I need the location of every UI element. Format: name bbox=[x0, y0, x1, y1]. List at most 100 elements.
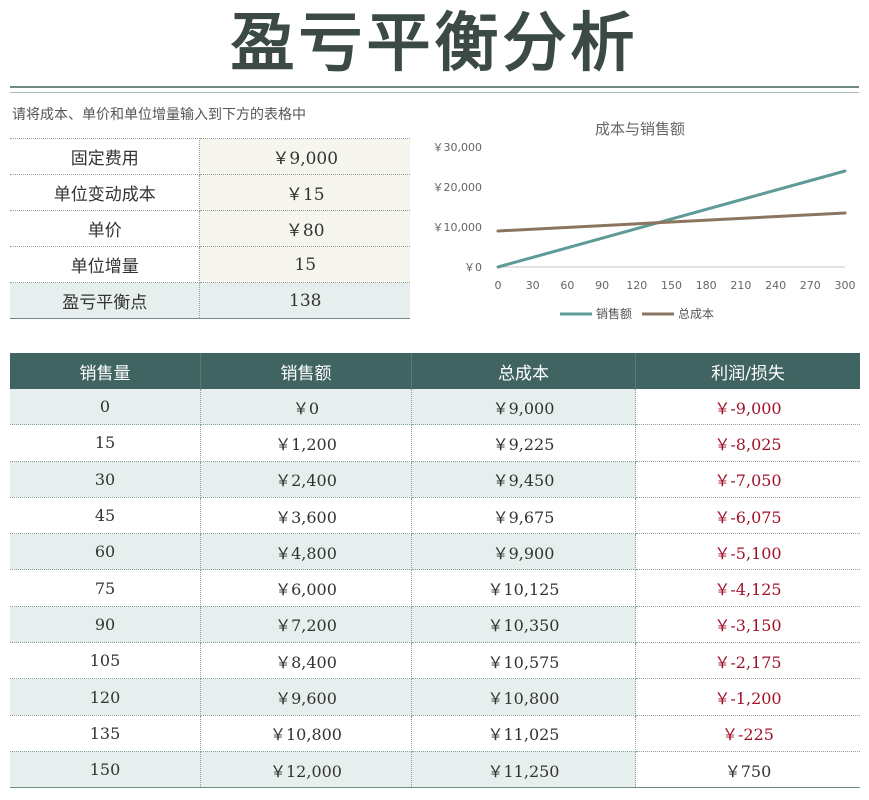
chart-title: 成本与销售额 bbox=[595, 120, 685, 138]
table-row: 45 ￥3,600 ￥9,675 ￥-6,075 bbox=[10, 497, 860, 535]
instruction-text: 请将成本、单价和单位增量输入到下方的表格中 bbox=[12, 107, 306, 123]
unit-price-input[interactable]: ￥80 bbox=[199, 210, 410, 247]
cell-sales-revenue: ￥1,200 bbox=[200, 424, 412, 462]
cell-sales-revenue: ￥4,800 bbox=[200, 533, 412, 571]
cost-sales-chart: 成本与销售额 ￥0 ￥10,000 ￥20,000 ￥30,000 0 30 60 90 120 1… bbox=[420, 110, 860, 335]
cell-total-cost: ￥9,675 bbox=[411, 497, 636, 535]
header-total-cost: 总成本 bbox=[411, 353, 636, 389]
page-title: 盈亏平衡分析 bbox=[230, 6, 639, 81]
x-tick-label: 300 bbox=[835, 279, 856, 292]
cell-sales-revenue: ￥7,200 bbox=[200, 606, 412, 644]
cell-sales-revenue: ￥12,000 bbox=[200, 751, 412, 789]
cell-sales-revenue: ￥0 bbox=[200, 389, 412, 426]
title-divider-thin bbox=[10, 92, 859, 93]
cell-profit-loss: ￥-3,150 bbox=[635, 606, 860, 644]
header-sales-volume: 销售量 bbox=[10, 353, 201, 389]
table-header-row: 销售量 销售额 总成本 利润/损失 bbox=[10, 353, 860, 389]
table-row: 120 ￥9,600 ￥10,800 ￥-1,200 bbox=[10, 678, 860, 716]
input-table: 固定费用 ￥9,000 单位变动成本 ￥15 单价 ￥80 单位增量 15 盈亏… bbox=[10, 138, 410, 319]
x-tick-label: 120 bbox=[626, 279, 647, 292]
x-tick-label: 90 bbox=[595, 279, 609, 292]
y-tick-label: ￥10,000 bbox=[433, 221, 483, 234]
unit-increment-input[interactable]: 15 bbox=[199, 246, 410, 283]
table-row: 0 ￥0 ￥9,000 ￥-9,000 bbox=[10, 389, 860, 426]
y-tick-label: ￥0 bbox=[464, 261, 482, 274]
table-row: 75 ￥6,000 ￥10,125 ￥-4,125 bbox=[10, 569, 860, 607]
cell-sales-volume: 90 bbox=[10, 606, 201, 644]
cell-total-cost: ￥9,000 bbox=[411, 389, 636, 426]
header-sales-revenue: 销售额 bbox=[200, 353, 412, 389]
cell-sales-volume: 60 bbox=[10, 533, 201, 571]
cell-profit-loss: ￥-5,100 bbox=[635, 533, 860, 571]
x-tick-label: 30 bbox=[526, 279, 540, 292]
cell-total-cost: ￥11,025 bbox=[411, 715, 636, 752]
x-tick-label: 60 bbox=[560, 279, 574, 292]
cell-profit-loss: ￥-225 bbox=[635, 715, 860, 752]
x-tick-label: 270 bbox=[800, 279, 821, 292]
cell-profit-loss: ￥-1,200 bbox=[635, 678, 860, 716]
cell-sales-volume: 45 bbox=[10, 497, 201, 535]
cell-profit-loss: ￥-4,125 bbox=[635, 569, 860, 607]
input-row-unit-increment: 单位增量 15 bbox=[10, 246, 410, 283]
table-row: 15 ￥1,200 ￥9,225 ￥-8,025 bbox=[10, 424, 860, 462]
cell-profit-loss: ￥-6,075 bbox=[635, 497, 860, 535]
cell-sales-revenue: ￥10,800 bbox=[200, 715, 412, 752]
unit-variable-cost-label: 单位变动成本 bbox=[10, 174, 201, 211]
input-row-fixed-cost: 固定费用 ￥9,000 bbox=[10, 138, 410, 175]
y-tick-label: ￥30,000 bbox=[433, 141, 483, 154]
x-tick-label: 240 bbox=[765, 279, 786, 292]
title-divider bbox=[10, 86, 859, 88]
cell-sales-revenue: ￥9,600 bbox=[200, 678, 412, 716]
cell-total-cost: ￥10,575 bbox=[411, 642, 636, 680]
cell-sales-volume: 150 bbox=[10, 751, 201, 789]
fixed-cost-label: 固定费用 bbox=[10, 138, 201, 175]
cell-total-cost: ￥9,450 bbox=[411, 461, 636, 498]
unit-price-label: 单价 bbox=[10, 210, 201, 247]
cell-profit-loss: ￥-9,000 bbox=[635, 389, 860, 426]
cell-sales-volume: 15 bbox=[10, 424, 201, 462]
unit-variable-cost-input[interactable]: ￥15 bbox=[199, 174, 410, 211]
cell-sales-revenue: ￥8,400 bbox=[200, 642, 412, 680]
input-row-unit-variable-cost: 单位变动成本 ￥15 bbox=[10, 174, 410, 211]
cell-sales-revenue: ￥3,600 bbox=[200, 497, 412, 535]
legend-label: 总成本 bbox=[678, 307, 714, 321]
break-even-value: 138 bbox=[199, 282, 410, 319]
table-body: 0 ￥0 ￥9,000 ￥-9,000 15 ￥1,200 ￥9,225 ￥-8,025 30 ￥… bbox=[10, 389, 860, 789]
cell-total-cost: ￥9,900 bbox=[411, 533, 636, 571]
fixed-cost-input[interactable]: ￥9,000 bbox=[199, 138, 410, 175]
table-row: 90 ￥7,200 ￥10,350 ￥-3,150 bbox=[10, 606, 860, 644]
cell-profit-loss: ￥-2,175 bbox=[635, 642, 860, 680]
cell-sales-revenue: ￥2,400 bbox=[200, 461, 412, 498]
cell-sales-volume: 120 bbox=[10, 678, 201, 716]
input-row-break-even: 盈亏平衡点 138 bbox=[10, 282, 410, 319]
table-row: 150 ￥12,000 ￥11,250 ￥750 bbox=[10, 751, 860, 789]
series-line-sales bbox=[496, 169, 847, 269]
table-row: 105 ￥8,400 ￥10,575 ￥-2,175 bbox=[10, 642, 860, 680]
data-table: 销售量 销售额 总成本 利润/损失 0 ￥0 ￥9,000 ￥-9,000 15 ￥1,2… bbox=[10, 353, 860, 789]
series-line-total-cost bbox=[496, 211, 847, 233]
x-tick-label: 210 bbox=[730, 279, 751, 292]
table-row: 135 ￥10,800 ￥11,025 ￥-225 bbox=[10, 715, 860, 752]
cell-sales-volume: 30 bbox=[10, 461, 201, 498]
table-row: 30 ￥2,400 ￥9,450 ￥-7,050 bbox=[10, 461, 860, 498]
x-tick-label: 150 bbox=[661, 279, 682, 292]
legend-label: 销售额 bbox=[596, 306, 632, 321]
unit-increment-label: 单位增量 bbox=[10, 246, 201, 283]
cell-sales-volume: 135 bbox=[10, 715, 201, 752]
cell-sales-volume: 105 bbox=[10, 642, 201, 680]
cell-sales-volume: 0 bbox=[10, 389, 201, 426]
cell-sales-volume: 75 bbox=[10, 569, 201, 607]
cell-profit-loss: ￥750 bbox=[635, 751, 860, 789]
cell-sales-revenue: ￥6,000 bbox=[200, 569, 412, 607]
x-tick-label: 180 bbox=[696, 279, 717, 292]
cell-total-cost: ￥9,225 bbox=[411, 424, 636, 462]
chart-svg: 成本与销售额 ￥0 ￥10,000 ￥20,000 ￥30,000 0 30 60 90 120 1… bbox=[433, 120, 856, 321]
cell-total-cost: ￥10,350 bbox=[411, 606, 636, 644]
input-row-unit-price: 单价 ￥80 bbox=[10, 210, 410, 247]
cell-profit-loss: ￥-8,025 bbox=[635, 424, 860, 462]
break-even-label: 盈亏平衡点 bbox=[10, 282, 201, 319]
cell-total-cost: ￥10,125 bbox=[411, 569, 636, 607]
table-row: 60 ￥4,800 ￥9,900 ￥-5,100 bbox=[10, 533, 860, 571]
y-tick-label: ￥20,000 bbox=[433, 181, 483, 194]
header-profit-loss: 利润/损失 bbox=[635, 353, 860, 389]
